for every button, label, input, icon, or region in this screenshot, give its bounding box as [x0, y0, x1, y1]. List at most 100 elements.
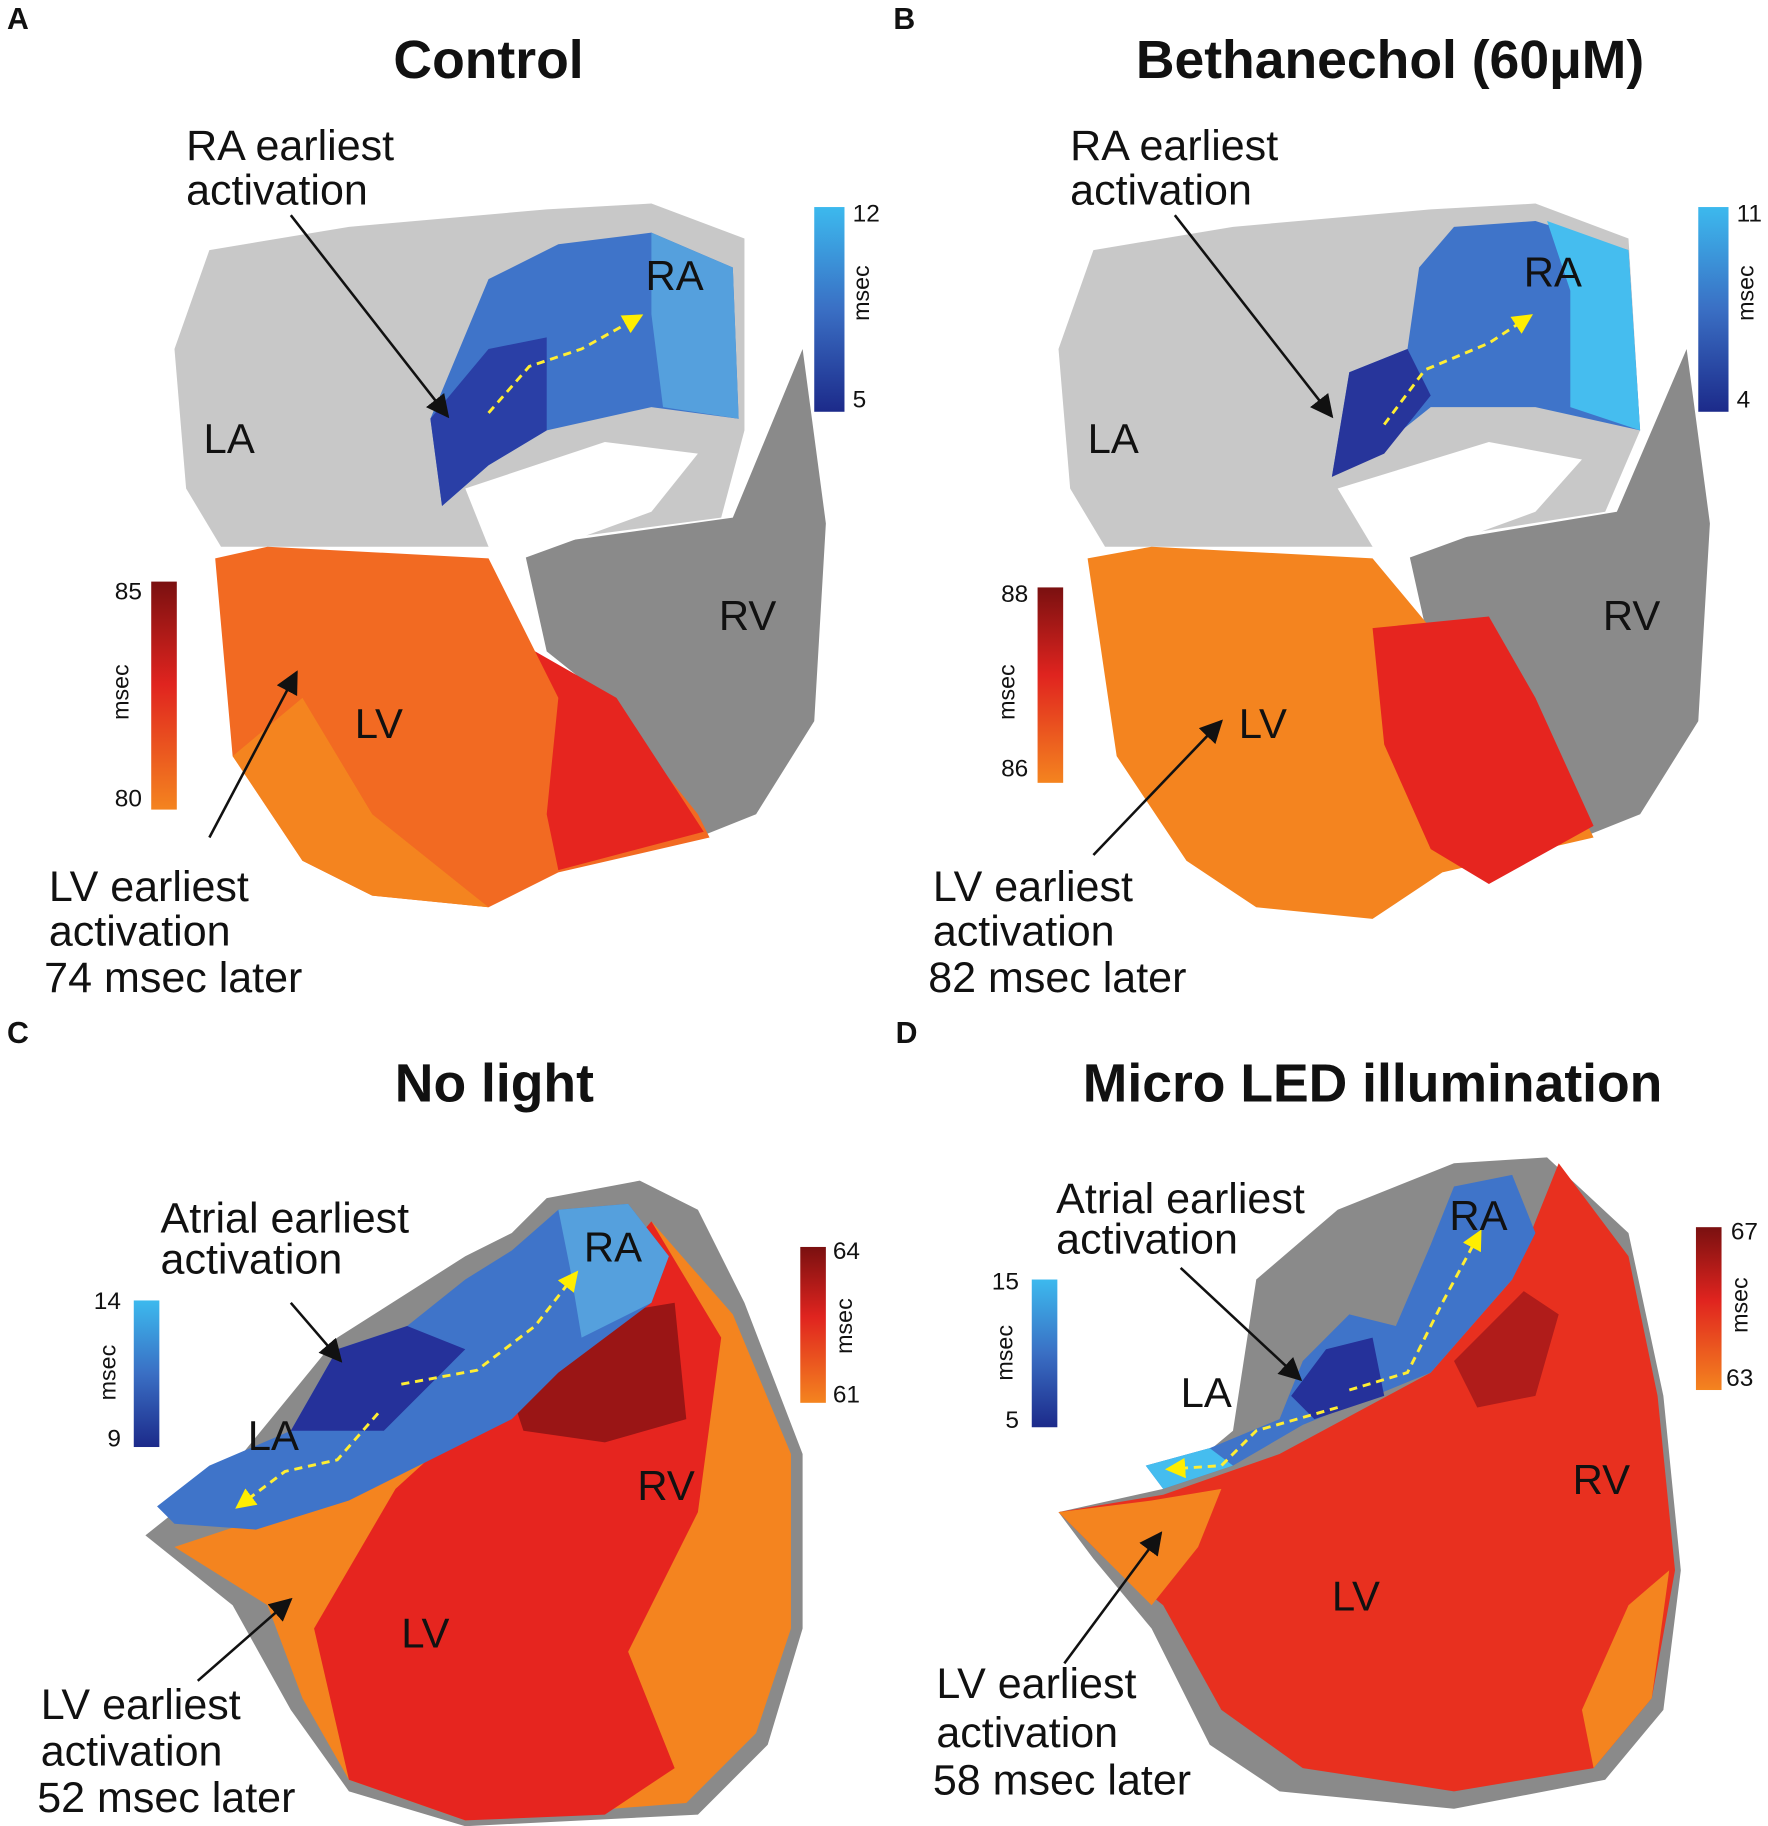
panel-letter: D: [896, 1017, 918, 1050]
annotation: LV earliest: [49, 863, 249, 911]
figure-body: A Control RA LA RV LV RA earliest activa…: [7, 3, 1762, 1826]
ventricular-colorbar: [151, 581, 177, 810]
colorbar-min: 9: [107, 1425, 121, 1452]
annotation: activation: [186, 166, 368, 214]
colorbar-max: 88: [1001, 581, 1028, 608]
region-label: RA: [646, 252, 704, 299]
region-label: LA: [248, 1412, 299, 1459]
colorbar-unit: msec: [1732, 265, 1758, 321]
annotation: 82 msec later: [928, 954, 1186, 1002]
colorbar-unit: msec: [94, 1344, 120, 1400]
colorbar-unit: msec: [1726, 1277, 1752, 1333]
annotation: RA earliest: [1070, 122, 1278, 170]
panel-c: C No light RA LA RV LV Atrial earliest a…: [7, 1017, 860, 1826]
panel-title: Bethanechol (60μM): [1136, 31, 1644, 90]
atrial-early: [1291, 1337, 1385, 1420]
tissue-ventricle: [1407, 348, 1710, 838]
annotation: activation: [1056, 1216, 1238, 1264]
atrial-early: [290, 1326, 466, 1431]
colorbar-max: 12: [853, 201, 880, 228]
region-label: LA: [1181, 1369, 1232, 1416]
colorbar-unit: msec: [848, 265, 874, 321]
lv-late: [1372, 616, 1594, 885]
propagation-arrow: [235, 1412, 380, 1509]
arrow: [1063, 1531, 1163, 1665]
panel-a: A Control RA LA RV LV RA earliest activa…: [7, 3, 880, 1002]
annotation: 52 msec later: [37, 1774, 295, 1822]
colorbar-min: 5: [1005, 1407, 1019, 1434]
gap: [1337, 442, 1582, 559]
colorbar-max: 67: [1731, 1218, 1758, 1245]
rv-late: [511, 1302, 687, 1443]
colorbar-unit: msec: [107, 664, 133, 720]
colorbar-min: 4: [1737, 387, 1751, 414]
region-label: RV: [1603, 592, 1660, 639]
arrow: [1173, 214, 1334, 419]
ventricular-colorbar: [1037, 587, 1064, 783]
arrow: [208, 670, 298, 839]
arrow: [196, 1597, 293, 1682]
propagation-arrow: [401, 1270, 579, 1386]
lv-border: [1581, 1570, 1670, 1769]
colorbar-unit: msec: [831, 1298, 857, 1354]
annotation: Atrial earliest: [161, 1195, 410, 1243]
colorbar-min: 63: [1726, 1365, 1753, 1392]
colorbar-max: 64: [833, 1238, 860, 1265]
annotation: LV earliest: [936, 1660, 1136, 1708]
panel-title: Control: [393, 31, 583, 90]
region-label: RA: [584, 1224, 642, 1271]
atrial-activation: [1145, 1174, 1536, 1489]
region-label: LA: [204, 415, 255, 462]
region-label: RV: [637, 1462, 694, 1509]
atrial-late: [651, 232, 739, 419]
region-label: LV: [1239, 700, 1287, 747]
colorbar-max: 15: [992, 1268, 1019, 1295]
atrial-early: [1331, 348, 1431, 477]
annotation: LV earliest: [933, 863, 1133, 911]
rv-late: [1454, 1291, 1559, 1408]
atrial-late: [1145, 1448, 1233, 1489]
colorbar-unit: msec: [994, 664, 1020, 720]
colorbar-min: 80: [115, 786, 142, 813]
lv-early: [232, 697, 489, 908]
region-label: LV: [1332, 1572, 1380, 1619]
atrial-colorbar: [1031, 1279, 1058, 1428]
panel-title: Micro LED illumination: [1083, 1055, 1663, 1114]
panel-b: B Bethanechol (60μM) RA LA RV LV RA earl…: [893, 3, 1762, 1002]
ventricular-colorbar: [800, 1246, 826, 1403]
annotation: activation: [49, 907, 231, 955]
region-label: RA: [1524, 249, 1582, 296]
annotation: activation: [933, 907, 1115, 955]
colorbar-min: 5: [853, 387, 867, 414]
annotation: activation: [161, 1235, 343, 1283]
colorbar-max: 11: [1737, 201, 1762, 228]
region-label: LA: [1088, 415, 1139, 462]
region-label: RV: [1573, 1456, 1630, 1503]
colorbar-min: 61: [833, 1381, 860, 1408]
arrow: [1179, 1266, 1303, 1382]
region-label: RA: [1449, 1192, 1507, 1239]
gap: [465, 442, 698, 559]
annotation: LV earliest: [41, 1681, 241, 1729]
panel-title: No light: [395, 1055, 594, 1114]
propagation-arrow: [487, 314, 644, 414]
annotation: 74 msec later: [44, 954, 302, 1002]
atrial-late: [558, 1203, 669, 1338]
annotation: activation: [1070, 166, 1252, 214]
panel-letter: A: [7, 3, 29, 36]
arrow: [289, 1301, 343, 1363]
colorbar-min: 86: [1001, 755, 1028, 782]
panel-letter: C: [7, 1017, 29, 1050]
region-label: RV: [719, 592, 776, 639]
panel-d: D Micro LED illumination RA LA RV LV Atr…: [896, 1017, 1758, 1809]
ventricular-colorbar: [1695, 1227, 1722, 1391]
annotation: activation: [936, 1709, 1118, 1757]
atrial-colorbar: [133, 1300, 160, 1448]
propagation-arrow: [1383, 314, 1534, 426]
atrial-late: [1547, 221, 1641, 431]
lv-late: [535, 651, 704, 871]
colorbar-max: 14: [94, 1288, 121, 1315]
annotation: activation: [41, 1727, 223, 1775]
region-label: LV: [355, 700, 403, 747]
